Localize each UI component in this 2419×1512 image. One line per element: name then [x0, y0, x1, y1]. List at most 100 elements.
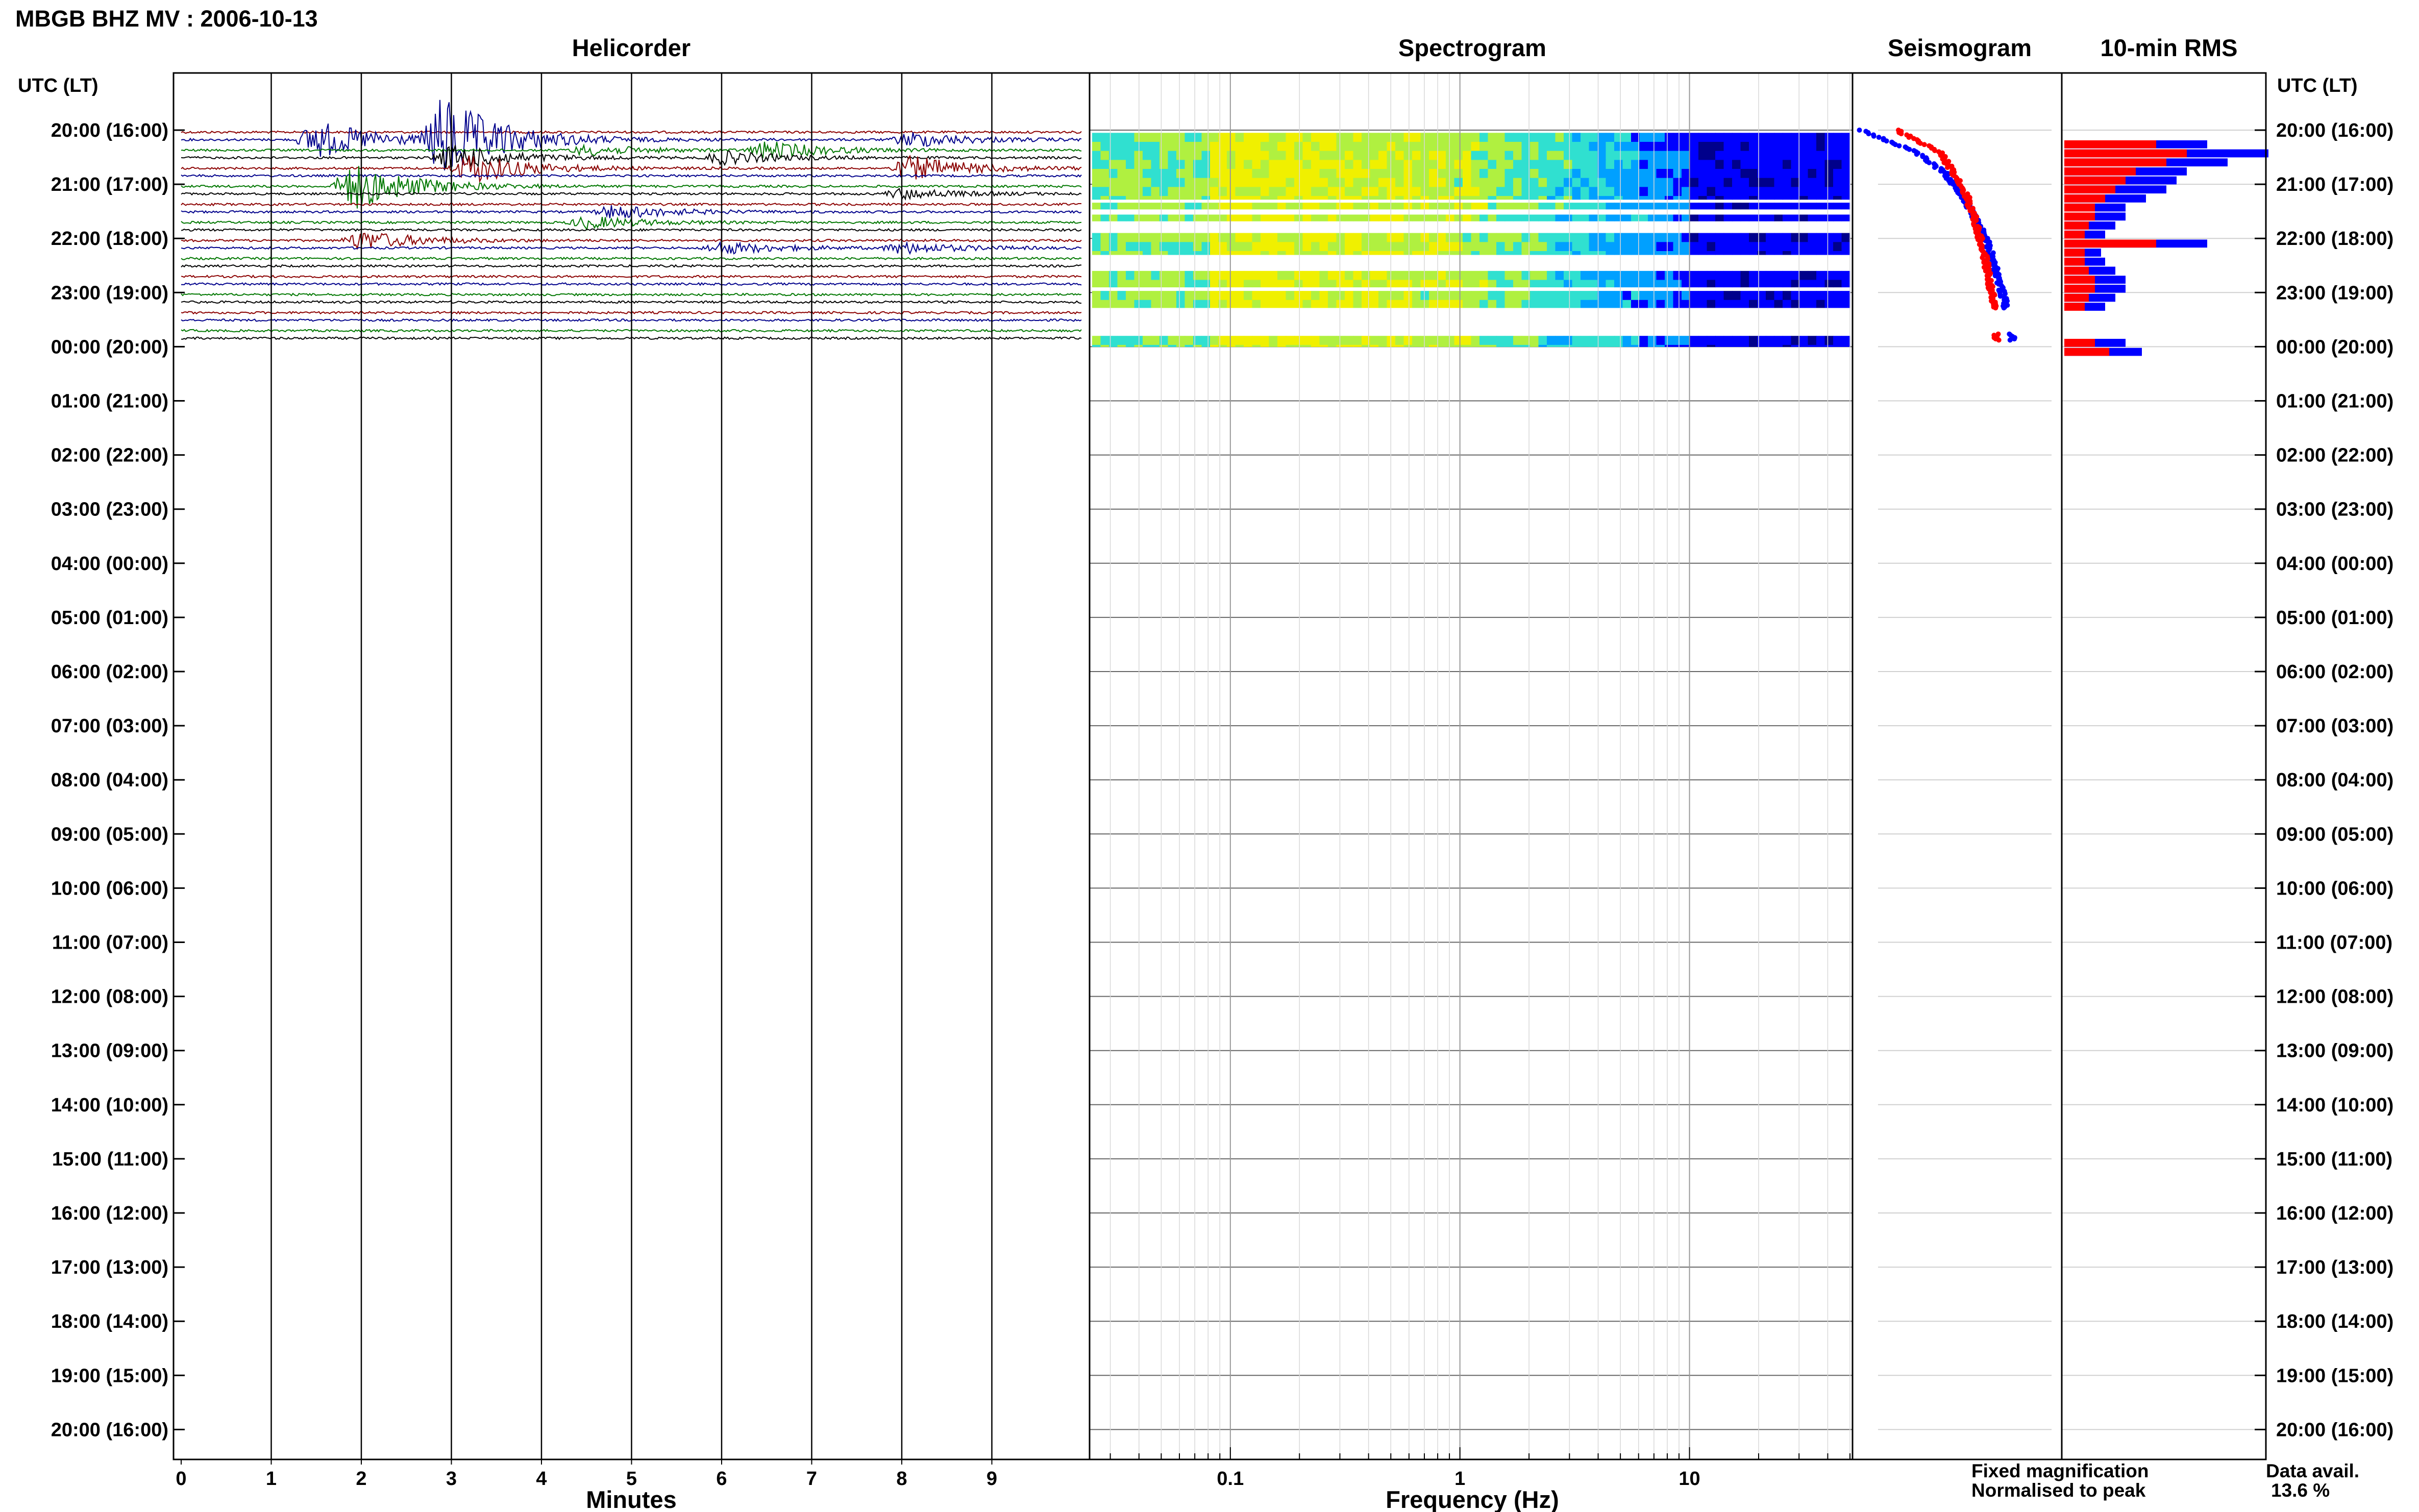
- spectrogram-cell: [1479, 300, 1489, 308]
- spectrogram-cell: [1791, 242, 1800, 252]
- spectrogram-cell: [1437, 142, 1446, 152]
- spectrogram-cell: [1395, 214, 1404, 221]
- spectrogram-cell: [1100, 242, 1109, 252]
- spectrogram-cell: [1193, 187, 1202, 196]
- spectrogram-cell: [1269, 133, 1278, 142]
- spectrogram-cell: [1244, 344, 1253, 347]
- spectrogram-cell: [1143, 178, 1152, 187]
- spectrogram-cell: [1530, 178, 1539, 187]
- rms-bar: [2064, 203, 2095, 212]
- spectrogram-cell: [1387, 291, 1396, 301]
- spectrogram-cell: [1143, 187, 1152, 196]
- spectrogram-cell: [1294, 291, 1303, 301]
- spectrogram-cell: [1606, 160, 1615, 169]
- spectrogram-cell: [1184, 280, 1194, 288]
- spectrogram-cell: [1126, 344, 1135, 347]
- spectrogram-cell: [1749, 196, 1758, 200]
- spectrogram-cell: [1345, 142, 1354, 152]
- spectrogram-cell: [1808, 160, 1817, 169]
- spectrogram-cell: [1572, 196, 1581, 200]
- spectrogram-cell: [1201, 300, 1211, 308]
- spectrogram-cell: [1201, 291, 1211, 301]
- spectrogram-cell: [1698, 187, 1708, 196]
- spectrogram-cell: [1740, 160, 1749, 169]
- spectrogram-cell: [1345, 196, 1354, 200]
- spectrogram-cell: [1235, 344, 1244, 347]
- spectrogram-cell: [1589, 160, 1598, 169]
- spectrogram-cell: [1656, 280, 1665, 288]
- spectrogram-cell: [1808, 344, 1817, 347]
- spectrogram-cell: [1715, 344, 1724, 347]
- spectrogram-cell: [1353, 336, 1362, 345]
- spectrogram-cell: [1547, 160, 1556, 169]
- rms-bar: [2064, 194, 2105, 203]
- spectrogram-cell: [1378, 178, 1388, 187]
- spectrogram-cell: [1496, 151, 1505, 160]
- spectrogram-cell: [1100, 344, 1109, 347]
- spectrogram-cell: [1833, 270, 1842, 281]
- spectrogram-cell: [1387, 344, 1396, 347]
- spectrogram-cell: [1261, 169, 1270, 179]
- spectrogram-cell: [1564, 251, 1573, 255]
- spectrogram-cell: [1176, 142, 1186, 152]
- spectrogram-cell: [1412, 242, 1421, 252]
- spectrogram-cell: [1151, 344, 1160, 347]
- spectrogram-cell: [1218, 242, 1227, 252]
- spectrogram-cell: [1277, 233, 1287, 242]
- spectrogram-cell: [1244, 187, 1253, 196]
- spectrogram-cell: [1665, 169, 1674, 179]
- spectrogram-cell: [1723, 300, 1733, 308]
- spectrogram-cell: [1673, 169, 1682, 179]
- spectrogram-cell: [1589, 336, 1598, 345]
- spectrogram-cell: [1530, 300, 1539, 308]
- spectrogram-cell: [1109, 142, 1118, 152]
- spectrogram-cell: [1252, 169, 1261, 179]
- spectrogram-cell: [1841, 291, 1850, 301]
- spectrogram-cell: [1302, 300, 1312, 308]
- spectrogram-cell: [1109, 178, 1118, 187]
- spectrogram-cell: [1353, 291, 1362, 301]
- spectrogram-cell: [1454, 160, 1463, 169]
- hour-label-right: 13:00 (09:00): [2276, 1040, 2393, 1062]
- spectrogram-cell: [1555, 300, 1564, 308]
- spectrogram-cell: [1504, 280, 1514, 288]
- spectrogram-cell: [1454, 214, 1463, 221]
- spectrogram-cell: [1766, 251, 1775, 255]
- spectrogram-cell: [1252, 242, 1261, 252]
- spectrogram-cell: [1151, 142, 1160, 152]
- spectrogram-cell: [1530, 251, 1539, 255]
- spectrogram-cell: [1117, 242, 1126, 252]
- spectrogram-cell: [1690, 291, 1699, 301]
- spectrogram-cell: [1454, 270, 1463, 281]
- spectrogram-cell: [1622, 300, 1632, 308]
- spectrogram-cell: [1698, 242, 1708, 252]
- spectrogram-cell: [1218, 187, 1227, 196]
- spectrogram-cell: [1168, 203, 1177, 210]
- spectrogram-image: [1092, 133, 1850, 347]
- spectrogram-cell: [1749, 242, 1758, 252]
- spectrogram-cell: [1682, 336, 1691, 345]
- spectrogram-cell: [1639, 196, 1648, 200]
- spectrogram-cell: [1235, 151, 1244, 160]
- spectrogram-cell: [1538, 142, 1547, 152]
- spectrogram-cell: [1496, 291, 1505, 301]
- hour-label-left: 11:00 (07:00): [52, 932, 168, 954]
- spectrogram-cell: [1841, 178, 1850, 187]
- spectrogram-cell: [1252, 214, 1261, 221]
- spectrogram-cell: [1294, 196, 1303, 200]
- spectrogram-cell: [1100, 133, 1109, 142]
- spectrogram-cell: [1235, 169, 1244, 179]
- spectrogram-cell: [1614, 214, 1623, 221]
- spectrogram-cell: [1319, 142, 1328, 152]
- spectrogram-cell: [1597, 344, 1607, 347]
- spectrogram-cell: [1345, 251, 1354, 255]
- spectrogram-cell: [1538, 178, 1547, 187]
- spectrogram-cell: [1564, 214, 1573, 221]
- spectrogram-cell: [1412, 233, 1421, 242]
- spectrogram-cell: [1454, 142, 1463, 152]
- spectrogram-cell: [1420, 178, 1429, 187]
- spectrogram-cell: [1488, 270, 1497, 281]
- spectrogram-cell: [1319, 242, 1328, 252]
- spectrogram-cell: [1564, 242, 1573, 252]
- spectrogram-cell: [1749, 169, 1758, 179]
